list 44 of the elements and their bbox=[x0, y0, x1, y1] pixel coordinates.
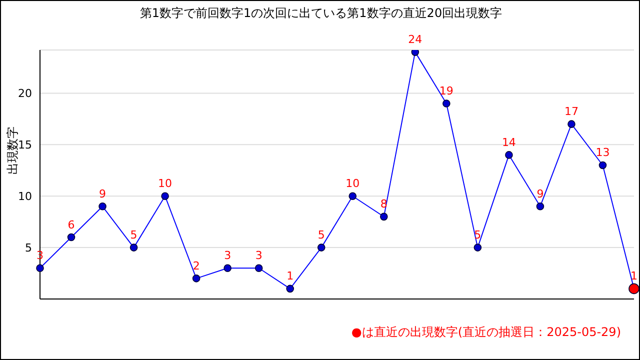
point bbox=[192, 274, 200, 282]
text: ●は直近の出現数字(直近の抽選日：2025-05-29) bbox=[351, 324, 621, 341]
data-label: 3 bbox=[255, 249, 262, 262]
data-label: 6 bbox=[68, 218, 75, 232]
y-axis-title: 出現数字 bbox=[5, 126, 20, 174]
data-label: 10 bbox=[346, 177, 360, 190]
point bbox=[474, 244, 482, 252]
data-label: 3 bbox=[224, 249, 232, 262]
data-label: 5 bbox=[130, 228, 138, 242]
y-tick-label: 20 bbox=[18, 87, 32, 100]
point bbox=[598, 161, 607, 170]
data-label: 1 bbox=[630, 270, 638, 283]
y-tick-label: 5 bbox=[25, 241, 32, 254]
data-label: 13 bbox=[596, 146, 610, 160]
chart-title: 第1数字で前回数字1の次回に出ている第1数字の直近20回出現数字 bbox=[138, 5, 504, 22]
data-label: 2 bbox=[192, 259, 200, 272]
point bbox=[536, 202, 544, 210]
data-label: 1 bbox=[286, 270, 294, 283]
data-label: 14 bbox=[502, 136, 516, 149]
data-label: 5 bbox=[474, 228, 482, 242]
point bbox=[286, 284, 294, 293]
point bbox=[505, 151, 513, 159]
data-label: 5 bbox=[318, 228, 325, 242]
point bbox=[130, 244, 138, 252]
data-label: 10 bbox=[158, 177, 172, 190]
point bbox=[67, 233, 76, 242]
data-label: 9 bbox=[536, 187, 544, 200]
y-tick-label: 10 bbox=[18, 190, 32, 204]
point bbox=[442, 100, 450, 108]
data-label: 17 bbox=[564, 105, 578, 118]
point bbox=[380, 212, 388, 221]
y-tick-label: 15 bbox=[18, 138, 32, 152]
data-label: 9 bbox=[99, 187, 106, 200]
data-label: 24 bbox=[408, 33, 422, 46]
point bbox=[348, 192, 357, 200]
data-label: 19 bbox=[439, 84, 454, 98]
point bbox=[224, 264, 232, 272]
point bbox=[317, 244, 326, 252]
point bbox=[36, 264, 44, 272]
point bbox=[161, 192, 169, 200]
point bbox=[98, 202, 106, 210]
point bbox=[568, 120, 576, 128]
point bbox=[411, 50, 420, 56]
point bbox=[254, 264, 263, 272]
